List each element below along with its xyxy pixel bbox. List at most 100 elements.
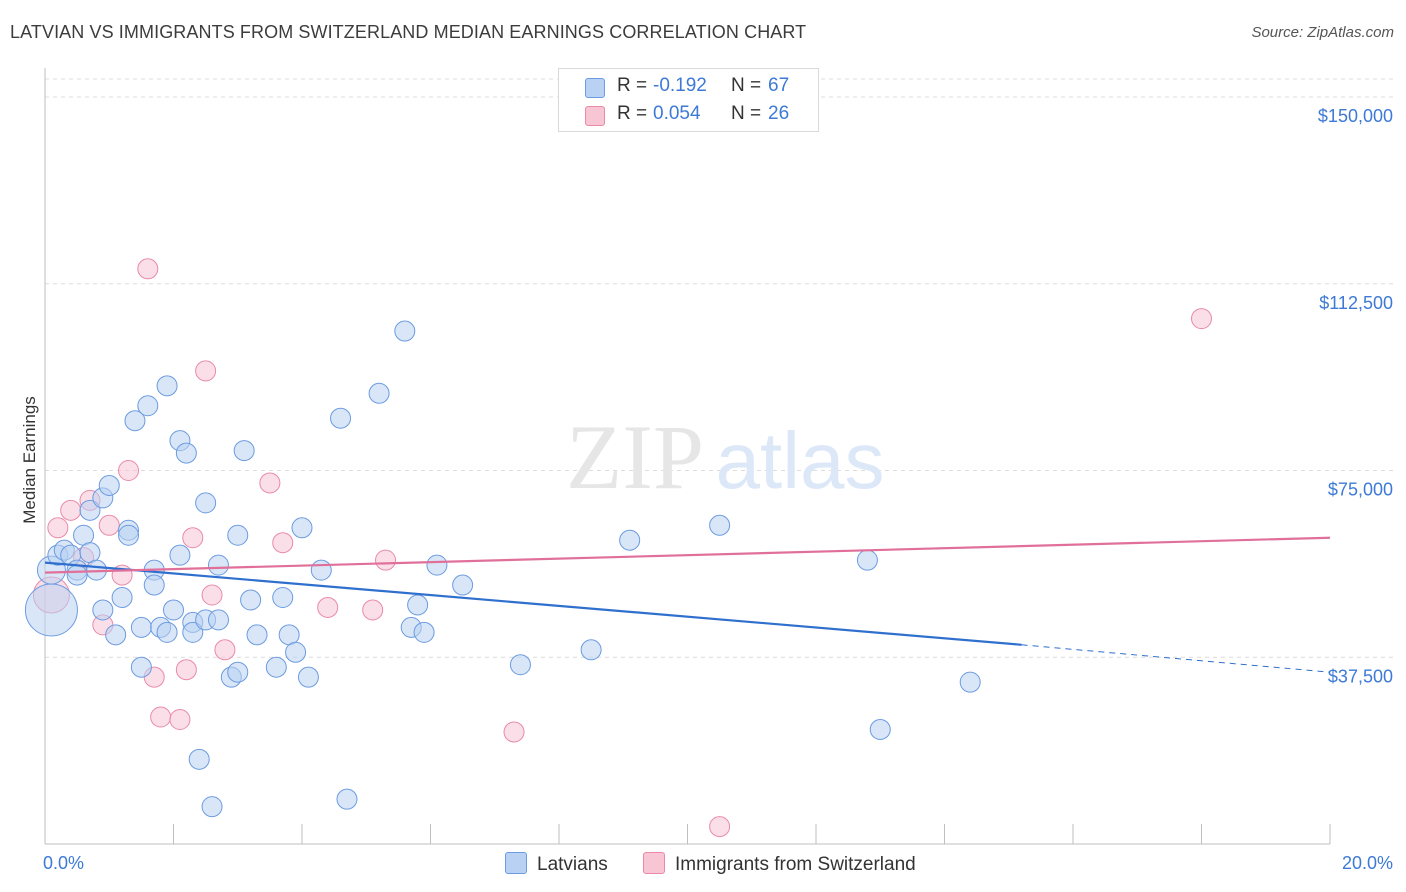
point-latvian	[66, 564, 88, 586]
legend-n-value: 26	[768, 103, 790, 124]
point-latvian	[163, 599, 184, 621]
legend-n-value: 67	[768, 75, 790, 96]
bottom-legend-label-latvians: Latvians	[537, 854, 608, 875]
point-latvian	[265, 656, 287, 678]
point-swiss	[137, 258, 159, 280]
point-latvian	[188, 748, 210, 770]
point-latvian	[227, 661, 249, 683]
point-latvian	[98, 474, 120, 496]
point-latvian	[124, 410, 146, 432]
point-latvian	[959, 671, 981, 693]
bottom-legend-swiss: Immigrants from Switzerland	[643, 852, 916, 876]
point-swiss	[195, 360, 217, 382]
legend-n-label: N =	[731, 75, 762, 96]
x-tick-label: 20.0%	[1342, 853, 1393, 873]
point-latvian	[156, 621, 178, 643]
point-latvian	[175, 442, 197, 464]
legend-r-value: -0.192	[653, 75, 707, 96]
point-latvian	[619, 529, 641, 551]
point-swiss	[175, 659, 197, 681]
point-latvian	[169, 544, 191, 566]
point-swiss	[214, 639, 236, 661]
watermark: ZIP atlas	[566, 406, 884, 508]
point-swiss	[150, 706, 172, 728]
point-latvian	[869, 718, 891, 740]
point-latvian	[182, 621, 204, 643]
point-latvian	[118, 524, 140, 546]
x-tick-label: 0.0%	[43, 853, 84, 873]
point-latvian	[297, 666, 319, 688]
y-tick-label: $75,000	[1328, 480, 1393, 500]
point-swiss	[259, 472, 281, 494]
grid-lines	[45, 78, 1395, 658]
legend-row-swiss: R = 0.054 N = 26	[559, 101, 818, 129]
point-latvian	[227, 524, 249, 546]
point-latvian	[246, 624, 268, 646]
point-swiss	[1191, 308, 1212, 330]
point-latvian	[130, 616, 152, 638]
bottom-legend-swatch-latvians	[505, 852, 527, 874]
trend-lines	[44, 536, 1331, 673]
point-latvian	[240, 589, 262, 611]
legend-swatch-latvians	[585, 78, 605, 98]
point-latvian	[856, 549, 878, 571]
axes	[44, 68, 1331, 845]
point-latvian	[137, 395, 159, 417]
point-swiss	[182, 527, 204, 549]
point-latvian	[143, 574, 165, 596]
point-swiss	[201, 584, 223, 606]
legend-n-label: N =	[731, 103, 762, 124]
trend-line-swiss	[44, 536, 1331, 574]
point-swiss	[503, 721, 525, 743]
correlation-legend: R = -0.192 N = 67 R = 0.054 N = 26	[558, 68, 819, 132]
chart-source: Source: ZipAtlas.com	[1251, 24, 1394, 41]
point-latvian	[394, 320, 416, 342]
y-tick-label: $112,500	[1319, 293, 1393, 313]
point-swiss	[169, 709, 191, 730]
point-swiss	[98, 514, 120, 536]
bottom-legend-latvians: Latvians	[505, 852, 608, 876]
bottom-legend-swatch-swiss	[643, 852, 665, 874]
point-latvian	[452, 574, 474, 596]
point-latvian	[285, 641, 307, 663]
point-swiss	[317, 596, 339, 618]
point-latvian	[407, 594, 429, 616]
point-swiss	[272, 532, 294, 554]
point-latvian	[233, 440, 255, 462]
legend-swatch-swiss	[585, 106, 605, 126]
legend-r-label: R =	[617, 103, 648, 124]
point-latvian	[79, 499, 101, 521]
point-latvian	[368, 382, 390, 404]
trend-line-latvians	[44, 561, 1022, 646]
point-latvian	[105, 624, 127, 646]
point-latvian	[426, 554, 448, 576]
point-swiss	[362, 599, 384, 621]
point-latvian	[509, 654, 531, 676]
point-latvian	[336, 788, 358, 810]
point-latvian	[111, 586, 133, 608]
legend-r-value: 0.054	[653, 103, 701, 124]
y-tick-label: $37,500	[1328, 666, 1393, 686]
point-swiss	[47, 517, 69, 539]
point-latvian	[413, 621, 435, 643]
watermark-atlas: atlas	[716, 416, 885, 505]
tick-labels: $37,500 $75,000 $112,500 $150,000 0.0% 20.0%	[43, 106, 1393, 873]
point-swiss	[60, 499, 82, 521]
point-swiss	[118, 460, 140, 481]
point-swiss	[375, 549, 397, 571]
chart-title: LATVIAN VS IMMIGRANTS FROM SWITZERLAND M…	[10, 22, 807, 42]
point-latvian	[207, 554, 229, 576]
legend-row-latvians: R = -0.192 N = 67	[559, 73, 818, 101]
point-latvian	[330, 407, 352, 429]
point-latvian	[310, 559, 332, 581]
point-latvian	[291, 517, 313, 539]
point-latvian	[92, 599, 114, 621]
legend-r-label: R =	[617, 75, 648, 96]
point-swiss	[709, 816, 731, 838]
point-latvian	[272, 586, 294, 608]
point-latvian	[195, 492, 217, 514]
point-latvian	[201, 796, 223, 818]
point-latvian	[24, 583, 78, 637]
point-latvian	[156, 375, 178, 397]
